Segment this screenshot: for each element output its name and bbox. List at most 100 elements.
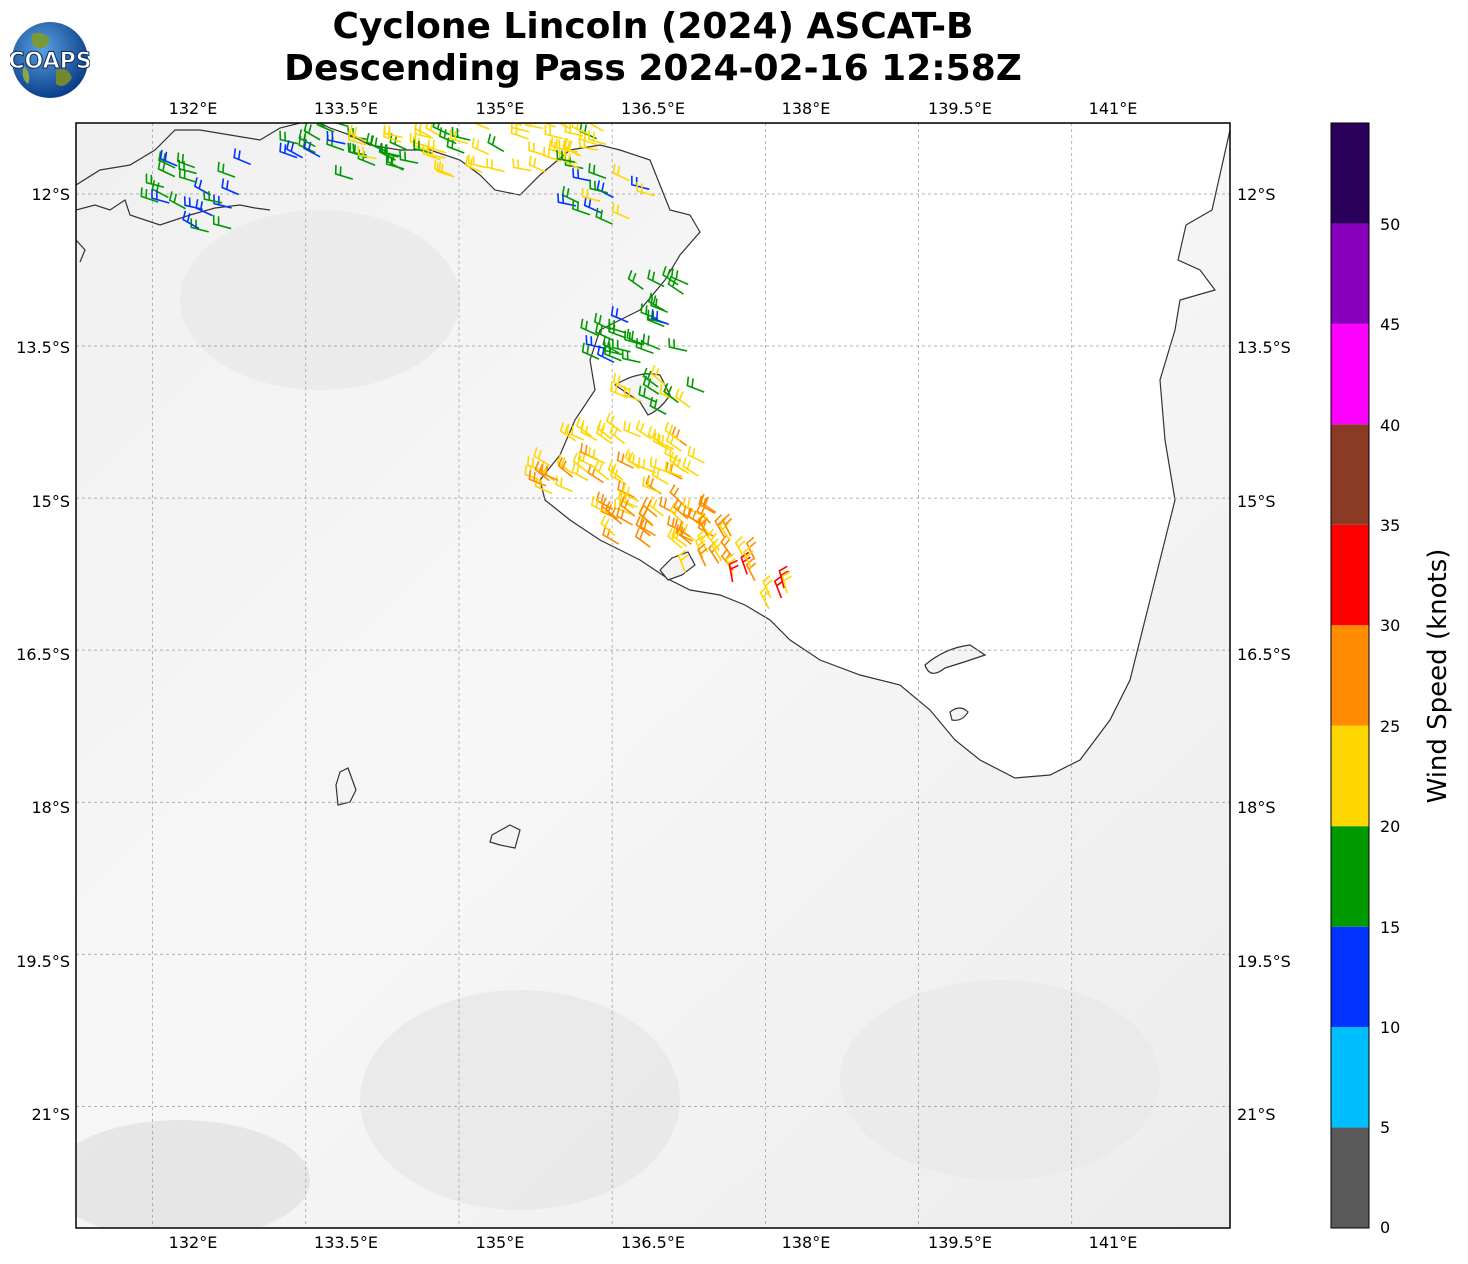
wind-barb	[533, 447, 550, 467]
wind-barb	[698, 495, 716, 514]
wind-barb	[572, 452, 589, 473]
wind-barb	[151, 189, 170, 204]
wind-barb	[471, 137, 490, 156]
island-pellew	[659, 551, 696, 581]
wind-barb	[580, 318, 598, 336]
wind-barb	[279, 130, 299, 145]
wind-barb	[467, 154, 487, 169]
wind-barb	[721, 513, 733, 537]
island-bentinck	[949, 707, 969, 721]
wind-barb	[590, 496, 609, 514]
wind-barb	[711, 538, 723, 562]
wind-barb	[542, 123, 556, 128]
lat-tick-left-3: 15°S	[31, 492, 70, 511]
wind-barb	[759, 586, 771, 610]
wind-barb	[349, 124, 367, 143]
map-frame	[75, 122, 1231, 1229]
colorbar-title: Wind Speed (knots)	[1423, 548, 1453, 804]
wind-barb	[486, 158, 505, 173]
wind-barb	[595, 323, 613, 341]
wind-barb	[781, 570, 792, 594]
wind-barb	[697, 543, 708, 567]
wind-barb	[551, 137, 570, 153]
wind-barb	[557, 457, 574, 478]
wind-barb	[669, 484, 684, 506]
wind-barb	[611, 202, 630, 220]
wind-barb	[610, 381, 628, 399]
wind-barb	[649, 456, 668, 473]
wind-barb	[544, 125, 563, 140]
colorbar-label-5: 5	[1380, 1118, 1391, 1137]
wind-barb	[559, 422, 577, 442]
wind-barb	[432, 123, 450, 136]
wind-barb	[773, 575, 785, 599]
wind-barb	[528, 470, 547, 487]
wind-barb	[602, 335, 620, 354]
wind-barb	[623, 386, 642, 402]
wind-barb	[610, 306, 629, 324]
lon-tick-bottom-6: 139.5°E	[928, 1233, 992, 1252]
wind-barb	[534, 460, 550, 482]
colorbar-band-7	[1331, 424, 1369, 525]
wind-barb	[682, 505, 700, 524]
wind-barb	[638, 504, 654, 526]
colorbar-label-40: 40	[1380, 416, 1401, 435]
wind-barb	[619, 491, 638, 508]
wind-barb	[699, 493, 717, 514]
wind-barb	[682, 457, 699, 477]
colorbar-label-30: 30	[1380, 616, 1401, 635]
wind-barb	[667, 527, 683, 549]
wind-barb	[524, 123, 544, 130]
lat-tick-left-6: 19.5°S	[16, 952, 70, 971]
lat-tick-left-1: 12°S	[31, 185, 70, 204]
wind-barb	[728, 559, 739, 583]
wind-barb	[399, 150, 419, 164]
wind-barb	[697, 529, 709, 553]
wind-barb	[745, 558, 757, 582]
wind-barb	[589, 179, 608, 194]
wind-barb	[674, 388, 691, 409]
lat-tick-right-5: 18°S	[1237, 798, 1276, 817]
lat-tick-left-4: 16.5°S	[16, 645, 70, 664]
colorbar-label-35: 35	[1380, 516, 1401, 535]
wind-barb	[217, 161, 236, 178]
wind-barb	[682, 497, 700, 515]
colorbar-band-3	[1331, 826, 1369, 927]
wind-barb	[635, 420, 652, 440]
wind-barb	[607, 460, 624, 481]
wind-barb	[571, 462, 589, 482]
wind-barb	[651, 309, 670, 326]
wind-barb	[673, 498, 689, 520]
lon-tick-bottom-5: 138°E	[782, 1233, 831, 1252]
wind-barb	[634, 527, 651, 548]
wind-barb	[648, 292, 666, 312]
lon-tick-bottom-2: 133.5°E	[314, 1233, 378, 1252]
map-title-line2: Descending Pass 2024-02-16 12:58Z	[284, 48, 1022, 89]
wind-barb	[140, 187, 159, 203]
wind-barb	[596, 419, 613, 440]
wind-barb	[195, 199, 213, 217]
lon-tick-top-2: 133.5°E	[314, 99, 378, 118]
colorbar-frame	[1330, 122, 1370, 1229]
wind-barb	[279, 142, 298, 159]
wind-barb	[413, 139, 432, 155]
wind-barb	[624, 448, 640, 470]
wind-barb	[642, 367, 659, 388]
wind-barb	[465, 156, 483, 174]
colorbar-label-0: 0	[1380, 1218, 1391, 1237]
wind-barb	[334, 123, 349, 128]
wind-barb	[600, 515, 616, 537]
wind-barb	[557, 123, 571, 130]
colorbar-band-4	[1331, 725, 1369, 827]
wind-barb	[334, 164, 354, 180]
lon-tick-bottom-1: 132°E	[169, 1233, 218, 1252]
wind-barb	[627, 452, 646, 470]
wind-barb	[677, 549, 689, 573]
lat-tick-right-7: 21°S	[1237, 1105, 1276, 1124]
wind-barb	[168, 191, 186, 210]
wind-speed-colorbar	[1331, 123, 1369, 1228]
wind-barbs	[140, 123, 792, 610]
wind-barb	[298, 129, 316, 148]
wind-barb	[487, 133, 505, 153]
